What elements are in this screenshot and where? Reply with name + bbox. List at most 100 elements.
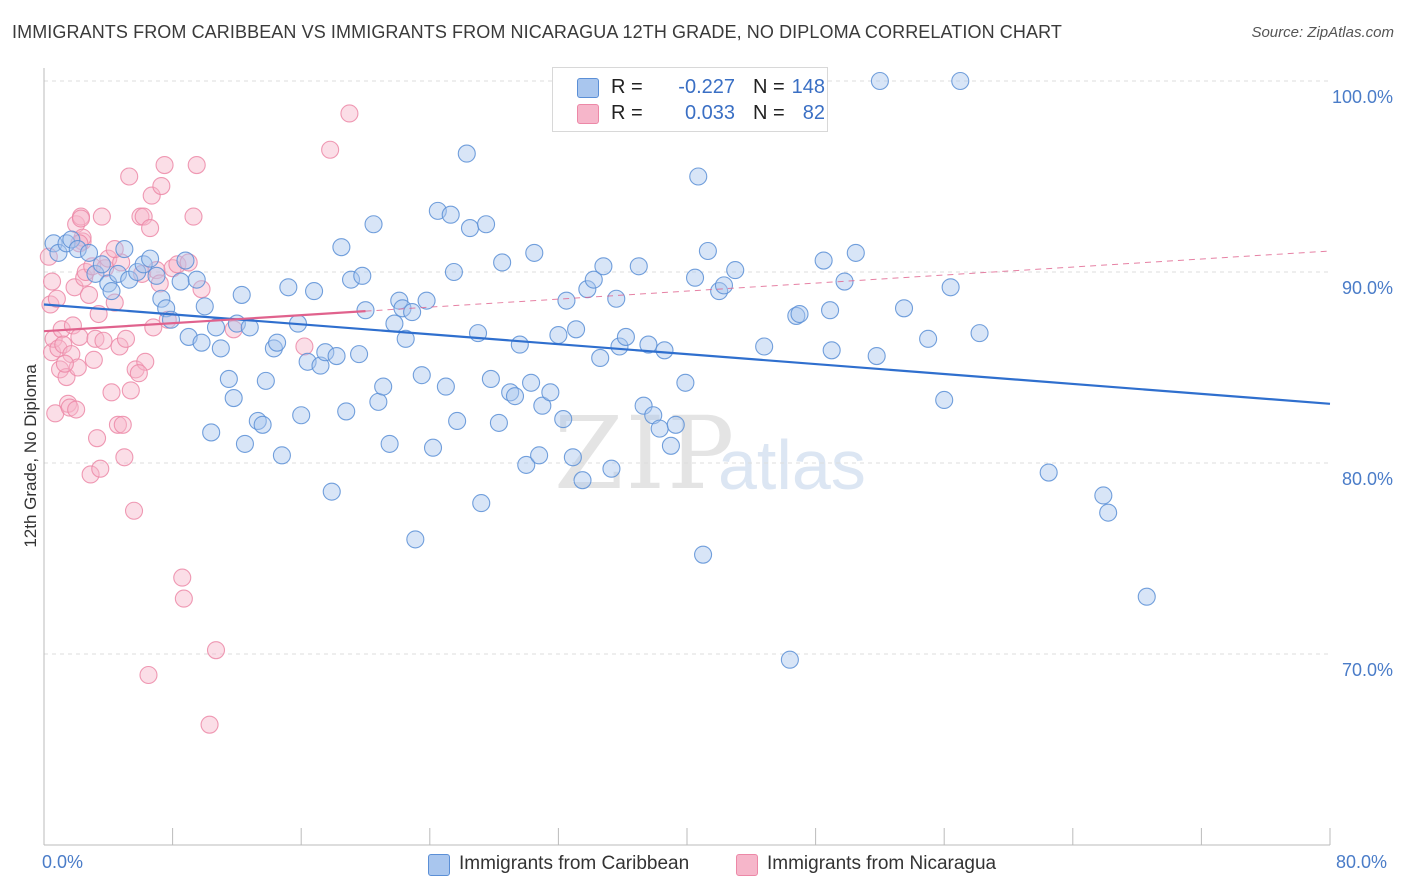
caribbean-point	[337, 402, 356, 421]
nicaragua-point	[179, 253, 198, 272]
caribbean-point	[634, 396, 653, 415]
caribbean-point	[689, 167, 708, 186]
caribbean-point	[115, 240, 134, 259]
nicaragua-point	[340, 104, 359, 123]
caribbean-point	[322, 482, 341, 501]
caribbean-point	[79, 243, 99, 262]
caribbean-point	[610, 337, 629, 356]
nicaragua-point	[94, 331, 113, 350]
caribbean-point	[396, 329, 415, 348]
caribbean-point	[192, 333, 211, 352]
caribbean-point	[92, 255, 111, 274]
nicaragua-point	[42, 272, 62, 291]
nicaragua-point	[116, 329, 136, 348]
nicaragua-point	[55, 354, 74, 373]
legend-label-nicaragua: Immigrants from Nicaragua	[767, 853, 997, 874]
caribbean-point	[279, 278, 298, 297]
caribbean-point	[522, 373, 541, 392]
caribbean-point	[698, 241, 717, 261]
caribbean-point	[530, 446, 549, 465]
nicaragua-point	[136, 352, 155, 371]
nicaragua-point	[92, 207, 111, 226]
legend-n-label: N =	[753, 102, 785, 124]
nicaragua-point	[141, 219, 160, 238]
caribbean-point	[128, 262, 147, 282]
caribbean-point	[1039, 463, 1058, 482]
nicaragua-point	[91, 459, 110, 478]
nicaragua-point	[84, 350, 103, 369]
nicaragua-point	[124, 501, 144, 520]
nicaragua-point	[65, 278, 84, 297]
legend-swatch-nicaragua	[577, 104, 599, 124]
y-tick-label: 100.0%	[1331, 87, 1393, 107]
caribbean-point	[710, 282, 729, 301]
legend-swatch-caribbean	[577, 78, 599, 98]
caribbean-point	[726, 261, 745, 280]
caribbean-point	[814, 251, 833, 270]
caribbean-point	[369, 392, 388, 411]
legend-label-caribbean: Immigrants from Caribbean	[459, 853, 690, 874]
caribbean-point	[448, 411, 467, 431]
caribbean-point	[268, 333, 287, 352]
legend-n-value: 148	[791, 76, 825, 98]
caribbean-point	[195, 297, 214, 316]
caribbean-point	[533, 396, 552, 415]
caribbean-point	[102, 282, 121, 301]
nicaragua-point	[139, 665, 158, 685]
caribbean-point	[385, 314, 404, 333]
legend-swatch-caribbean	[428, 854, 450, 876]
nicaragua-trend-line	[43, 310, 366, 333]
nicaragua-point	[142, 186, 161, 205]
nicaragua-point	[60, 398, 79, 417]
y-axis-label: 12th Grade, No Diploma	[21, 364, 40, 548]
caribbean-point	[870, 71, 889, 91]
caribbean-point	[441, 205, 460, 224]
caribbean-point	[224, 389, 243, 408]
caribbean-point	[147, 266, 166, 285]
nicaragua-point	[120, 167, 139, 186]
caribbean-point	[790, 304, 809, 324]
caribbean-point	[549, 325, 568, 345]
caribbean-point	[639, 335, 658, 354]
caribbean-point	[894, 299, 914, 318]
nicaragua-point	[115, 448, 134, 467]
caribbean-point	[935, 390, 954, 410]
nicaragua-point	[105, 240, 124, 259]
nicaragua-trend-extension	[365, 250, 1331, 312]
caribbean-point	[821, 301, 840, 320]
caribbean-point	[62, 230, 81, 249]
caribbean-point	[235, 434, 254, 453]
nicaragua-point	[200, 715, 219, 734]
y-tick-label: 80.0%	[1341, 469, 1393, 489]
caribbean-point	[629, 257, 648, 276]
caribbean-point	[591, 348, 610, 368]
caribbean-point	[364, 215, 383, 234]
caribbean-point	[941, 278, 960, 297]
caribbean-point	[436, 377, 455, 396]
nicaragua-point	[71, 209, 91, 228]
caribbean-point	[517, 455, 536, 474]
caribbean-point	[970, 324, 989, 343]
caribbean-point	[202, 423, 221, 442]
caribbean-point	[141, 249, 160, 268]
nicaragua-point	[73, 228, 92, 247]
caribbean-point	[332, 238, 351, 257]
caribbean-point	[694, 545, 713, 564]
caribbean-point	[353, 266, 372, 285]
caribbean-point	[655, 341, 674, 360]
x-tick-label: 80.0%	[1336, 852, 1388, 872]
caribbean-point	[232, 285, 251, 304]
caribbean-point	[211, 339, 230, 358]
correlation-legend: R = -0.227 N = 148 R = 0.033 N = 82	[552, 67, 828, 132]
caribbean-point	[489, 413, 508, 432]
caribbean-point	[457, 144, 476, 163]
caribbean-point	[951, 71, 970, 91]
nicaragua-point	[184, 207, 203, 226]
legend-swatch-nicaragua	[736, 854, 758, 876]
caribbean-point	[176, 251, 195, 270]
nicaragua-point	[105, 293, 124, 312]
caribbean-point	[171, 272, 190, 291]
caribbean-point	[311, 356, 330, 375]
legend-r-value: 0.033	[684, 102, 735, 124]
